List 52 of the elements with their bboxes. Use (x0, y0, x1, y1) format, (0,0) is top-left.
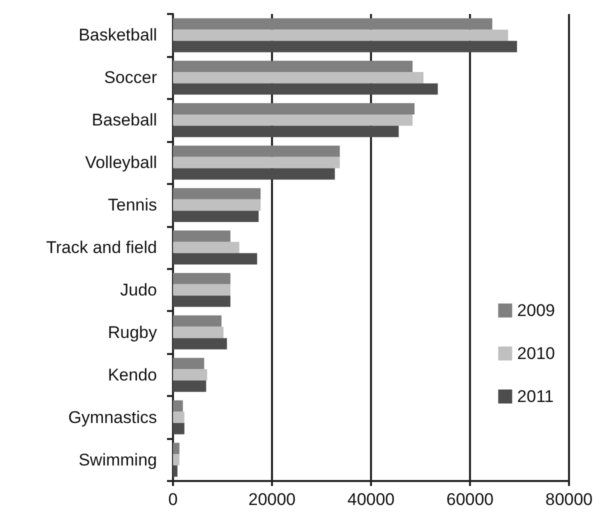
bar (173, 338, 227, 350)
bar (173, 253, 258, 264)
x-tick-label: 80000 (545, 490, 593, 509)
bar (173, 454, 180, 466)
bar (173, 126, 399, 138)
y-tick-label: Kendo (108, 365, 157, 384)
bar (173, 358, 204, 370)
bar (173, 272, 230, 284)
bar (173, 400, 183, 412)
bar (173, 230, 230, 242)
bar (173, 199, 261, 211)
y-tick-label: Rugby (108, 322, 158, 342)
y-tick-label: Tennis (108, 196, 157, 215)
y-tick-label: Volleyball (85, 153, 157, 172)
bar (173, 114, 413, 126)
bar (173, 242, 240, 254)
x-tick-label: 60000 (446, 490, 494, 509)
bar (173, 369, 208, 381)
bar (173, 315, 222, 327)
legend-label: 2009 (517, 301, 556, 320)
bar (173, 422, 184, 434)
bar (173, 168, 335, 180)
bar (173, 284, 230, 296)
bar (173, 30, 508, 41)
x-tick-label: 40000 (347, 490, 395, 509)
y-tick-label: Track and field (46, 238, 157, 257)
y-tick-label: Judo (120, 280, 157, 300)
legend-label: 2010 (517, 344, 556, 363)
bar (173, 210, 259, 222)
bar (173, 380, 206, 392)
bar (173, 40, 518, 52)
y-tick-label: Baseball (92, 110, 157, 130)
bar (173, 296, 230, 307)
bar (173, 72, 424, 84)
bar (173, 146, 340, 157)
bar (173, 465, 178, 477)
bar (173, 83, 438, 95)
bar (173, 188, 261, 200)
x-tick-label: 0 (168, 490, 178, 509)
y-tick-label: Soccer (104, 68, 158, 88)
x-tick-label: 20000 (248, 490, 296, 509)
bar (173, 442, 180, 454)
y-tick-label: Swimming (78, 450, 157, 470)
bar (173, 326, 224, 338)
y-tick-label: Basketball (78, 26, 157, 45)
bar (173, 18, 492, 30)
bar (173, 156, 340, 168)
bar (173, 103, 415, 114)
legend-label: 2011 (517, 387, 554, 406)
y-tick-label: Gymnastics (68, 408, 157, 427)
bar (173, 60, 413, 72)
bar (173, 412, 184, 423)
